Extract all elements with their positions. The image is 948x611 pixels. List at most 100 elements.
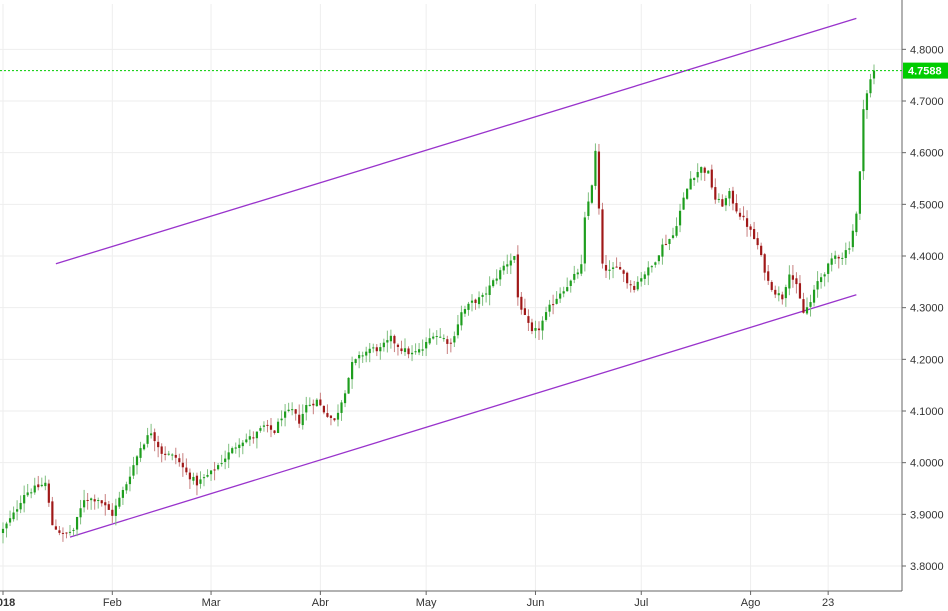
candle-body [622,270,625,274]
x-tick-label: May [416,597,437,609]
candle-body [259,428,262,431]
candle-body [358,354,361,359]
candle-body [608,269,611,271]
candle-body [181,462,184,468]
candle-body [562,291,565,294]
candle-body [693,178,696,181]
candle-body [650,266,653,268]
candle-body [470,300,474,303]
candle-body [686,188,689,199]
candle-body [305,405,308,413]
candle-body [343,393,347,404]
last-price-marker: 4.7588 [0,62,948,79]
candle-body [763,254,766,273]
candle-body [284,411,287,418]
candle-body [97,500,100,502]
candle-body [213,469,216,471]
candle-body [735,203,738,212]
candle-body [329,415,333,418]
candle-body [717,198,720,200]
candle-body [308,404,311,406]
candle-body [742,215,745,218]
candle-body [224,458,227,462]
candle-body [872,70,876,79]
candle-body [865,93,869,111]
candle-body [724,198,727,206]
candle-body [460,312,463,326]
candle-body [375,347,378,352]
candle-body [587,201,590,216]
candle-body [291,409,294,411]
candle-body [393,335,396,344]
candle-body [488,285,491,295]
candle-body [682,197,685,210]
candle-body [485,293,488,295]
candle-body [428,338,431,344]
candle-body [301,413,304,426]
candle-body [791,275,794,280]
candle-body [238,444,241,448]
candle-body [65,532,68,534]
candle-body [414,351,417,353]
candle-body [386,340,389,343]
candle-body [58,530,61,533]
candle-body [661,244,664,257]
candle-body [576,272,579,275]
candle-body [678,210,682,226]
candle-body [185,467,188,473]
candle-body [520,296,523,310]
candle-body [463,309,467,314]
candle-body [552,304,555,306]
candle-body [707,170,710,174]
candle-body [107,504,110,510]
candle-body [287,409,290,412]
candle-body [703,167,706,173]
candle-body [798,283,802,299]
candle-body [671,235,675,238]
candle-body [75,516,79,530]
candle-body [90,498,93,501]
candle-body [481,294,484,297]
candle-body [410,352,414,355]
candle-body [668,238,671,244]
candle-body [851,230,854,248]
candle-body [167,453,170,455]
candle-body [389,335,392,342]
candle-body [234,447,237,449]
candle-body [241,442,244,447]
candle-body [192,476,195,481]
candle-body [93,499,96,502]
candle-body [633,285,636,290]
candle-body [47,483,50,503]
candle-body [566,287,569,292]
candle-body [855,213,858,233]
candle-body [795,278,798,285]
candle-body [319,399,322,406]
candle-body [227,452,230,460]
candle-body [781,294,784,300]
candle-body [220,463,223,465]
candle-body [294,409,297,414]
grid [0,4,902,591]
candle-body [858,171,861,214]
candle-body [351,362,354,380]
candle-body [499,270,502,280]
candle-body [477,297,481,305]
candle-body [439,336,442,338]
candle-body [604,265,608,271]
x-tick-label: Feb [103,597,122,609]
x-tick-label: 23 [822,597,834,609]
candle-body [721,199,724,207]
candle-body [516,254,519,298]
candle-body [400,348,403,352]
candle-body [580,264,583,274]
candle-body [368,348,371,354]
y-tick-label: 4.3000 [910,303,944,315]
candle-body [298,414,301,424]
candle-body [195,475,199,486]
candle-body [731,190,735,204]
candle-body [83,500,86,508]
